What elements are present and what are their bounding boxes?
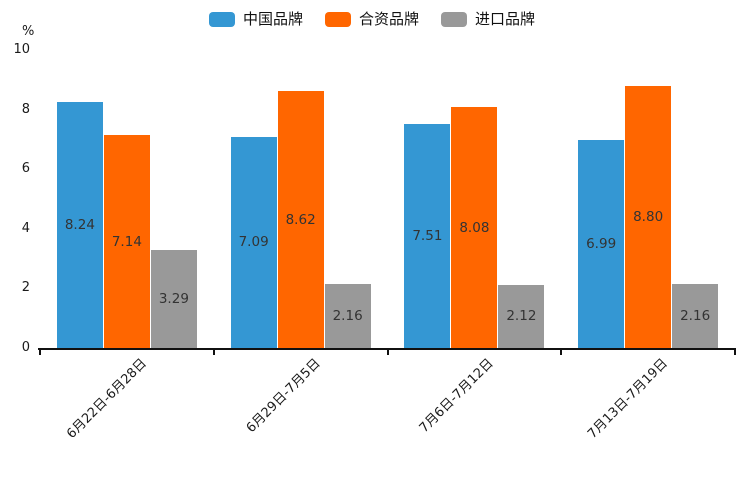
legend-swatch-icon: [208, 11, 235, 27]
bar-value-label: 8.62: [285, 211, 316, 228]
legend-label: 中国品牌: [242, 9, 303, 28]
x-axis-tick-mark: [734, 350, 736, 355]
legend-label: 合资品牌: [358, 9, 419, 28]
x-axis-tick-mark: [560, 350, 563, 355]
y-axis-tick-label: 10: [13, 42, 30, 57]
bar-value-label: 3.29: [158, 290, 189, 307]
x-axis-tick-mark: [39, 350, 41, 355]
legend-item: 进口品牌: [441, 9, 536, 28]
bar-value-label: 2.16: [332, 307, 363, 324]
x-axis-tick-label: 6月29日-7月5日: [243, 356, 324, 436]
legend-swatch-icon: [324, 11, 351, 27]
bar-value-label: 7.09: [238, 234, 269, 251]
bar: [150, 249, 197, 348]
legend-item: 中国品牌: [208, 9, 303, 28]
bar: [230, 136, 277, 348]
x-axis-tick-label: 7月13日-7月19日: [584, 356, 671, 442]
y-axis-unit-label: %: [22, 24, 35, 39]
bar-value-label: 2.16: [680, 307, 711, 324]
y-axis-tick-label: 0: [21, 340, 30, 355]
bar: [324, 283, 371, 348]
legend-item: 合资品牌: [324, 9, 419, 28]
x-axis-tick-label: 6月22日-6月28日: [63, 356, 150, 442]
y-axis-tick-label: 6: [21, 161, 30, 177]
bar: [103, 135, 150, 348]
y-axis-tick-label: 4: [21, 220, 30, 236]
legend-swatch-icon: [441, 11, 467, 27]
bar: [672, 283, 719, 348]
bar-value-label: 6.99: [586, 235, 617, 252]
bar: [451, 107, 498, 348]
bar: [498, 284, 545, 348]
bar: [404, 124, 451, 348]
chart-legend: 中国品牌 合资品牌 进口品牌: [0, 8, 744, 30]
bar-value-label: 7.51: [412, 228, 443, 245]
bar: [578, 139, 625, 348]
bar-value-label: 8.80: [633, 208, 664, 225]
bar-value-label: 2.12: [506, 308, 537, 325]
bar: [56, 102, 103, 348]
x-axis-tick-label: 7月6日-7月12日: [417, 356, 497, 436]
x-axis-line: [38, 348, 736, 350]
bar-value-label: 8.24: [64, 217, 95, 234]
y-axis-tick-label: 8: [21, 101, 30, 117]
y-axis-tick-label: 2: [21, 280, 30, 296]
bar: [277, 91, 324, 348]
bar: [625, 85, 672, 348]
bar-value-label: 7.14: [111, 233, 142, 250]
legend-label: 进口品牌: [475, 9, 536, 28]
x-axis-tick-mark: [212, 350, 215, 355]
x-axis-tick-mark: [386, 350, 389, 355]
bar-value-label: 8.08: [459, 219, 490, 236]
